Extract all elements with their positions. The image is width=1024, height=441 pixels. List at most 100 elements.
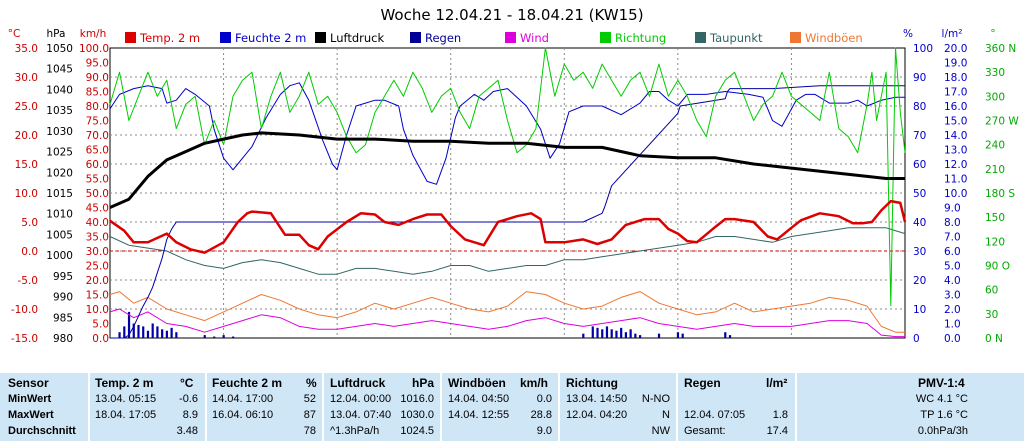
stat-avg-druck-val: 1024.5 [400, 425, 434, 437]
tick-label: -10.0 [11, 304, 38, 316]
stat-max-richtung-val: N [662, 409, 670, 421]
series-line-taupunkt [109, 227, 906, 275]
axis-unit: hPa [47, 28, 66, 40]
rain-bar [170, 327, 173, 338]
rain-bar [615, 330, 618, 338]
tick-label: 70 [913, 130, 926, 142]
tick-label: -15.0 [11, 333, 38, 345]
stat-max-pmv: TP 1.6 °C [920, 409, 968, 421]
stat-min-druck-time: 12.04. 00:00 [330, 393, 392, 405]
tick-label: 270 W [985, 116, 1019, 128]
stat-min-boeen-val: 0.0 [536, 393, 552, 405]
stat-min-feuchte-time: 14.04. 17:00 [212, 393, 274, 405]
tick-label: 12.0 [944, 159, 967, 171]
header-druck-unit: hPa [412, 376, 435, 390]
tick-label: 65.0 [86, 145, 109, 157]
tick-label: 1020 [46, 167, 73, 179]
tick-label: 90 [913, 72, 926, 84]
statistics-table: Sensor Temp. 2 m °C Feuchte 2 m % Luftdr… [0, 373, 1024, 441]
header-temp: Temp. 2 m [95, 376, 154, 390]
stat-max-regen-time: 12.04. 07:05 [684, 409, 746, 421]
stat-min-temp-time: 13.04. 05:15 [95, 393, 157, 405]
rain-bar [639, 335, 642, 338]
tick-label: 240 [985, 140, 1005, 152]
stat-max-druck-val: 1030.0 [400, 409, 434, 421]
rain-bar [624, 332, 628, 338]
stat-min-label: MinWert [8, 393, 52, 405]
tick-label: 1015 [46, 188, 73, 200]
rain-bar [634, 333, 637, 338]
stat-min-feuchte-val: 52 [303, 393, 316, 405]
rain-bar [151, 323, 154, 338]
tick-label: 1045 [46, 64, 73, 76]
legend: Temp. 2 m Feuchte 2 m Luftdruck Regen Wind Ri… [125, 31, 863, 45]
tick-label: 25.0 [15, 101, 38, 113]
tick-label: 18.0 [944, 72, 967, 84]
header-regen: Regen [684, 376, 721, 390]
tick-label: 100 [913, 43, 933, 55]
header-regen-unit: l/m² [766, 376, 788, 390]
stat-avg-temp-val: 3.48 [176, 425, 198, 437]
stat-min-druck-val: 1016.0 [400, 393, 434, 405]
legend-swatch [695, 32, 706, 43]
tick-label: 4.0 [944, 275, 961, 287]
rain-bar [620, 327, 623, 338]
tick-label: 30 [985, 309, 998, 321]
stat-max-regen-val: 1.8 [772, 409, 788, 421]
tick-label: 300 [985, 91, 1005, 103]
rain-bar [601, 329, 604, 338]
series-line-regen [110, 85, 905, 339]
legend-swatch [315, 32, 326, 43]
tick-label: 35.0 [15, 43, 38, 55]
legend-label: Regen [425, 31, 461, 45]
legend-label: Feuchte 2 m [235, 31, 306, 45]
rain-bar [142, 326, 145, 338]
tick-label: 0 N [985, 333, 1003, 345]
stat-min-boeen-time: 14.04. 04:50 [448, 393, 510, 405]
tick-label: 75.0 [86, 116, 109, 128]
rain-bar [127, 311, 131, 338]
tick-label: 5.0 [944, 261, 961, 273]
rain-bar [203, 335, 206, 338]
tick-label: 985 [53, 312, 73, 324]
rain-bar [629, 329, 632, 338]
tick-label: 10.0 [15, 188, 38, 200]
tick-label: 1025 [46, 147, 73, 159]
tick-label: 19.0 [944, 58, 967, 70]
tick-label: 10.0 [944, 188, 967, 200]
stat-avg-richtung-val: NW [651, 425, 670, 437]
tick-label: 0.0 [21, 246, 38, 258]
tick-label: 45.0 [86, 203, 109, 215]
legend-label: Windböen [805, 31, 863, 45]
axis-unit: ° [990, 28, 995, 40]
chart-title: Woche 12.04.21 - 18.04.21 (KW15) [380, 6, 643, 24]
rain-bar [232, 336, 235, 338]
axis-unit: km/h [80, 28, 107, 40]
tick-label: 990 [53, 292, 73, 304]
legend-label: Richtung [615, 31, 666, 45]
header-feuchte: Feuchte 2 m [212, 376, 283, 390]
tick-label: 0 [913, 333, 920, 345]
header-boeen: Windböen [448, 376, 506, 390]
rain-bar [132, 323, 135, 338]
rain-bar [657, 333, 661, 338]
stat-avg-label: Durchschnitt [8, 425, 76, 437]
tick-label: 11.0 [944, 174, 967, 186]
tick-label: 15.0 [944, 116, 967, 128]
axis-unit: % [903, 28, 913, 40]
header-feuchte-unit: % [306, 376, 317, 390]
header-sensor: Sensor [8, 376, 49, 390]
tick-label: 40.0 [86, 217, 109, 229]
rain-bar [728, 335, 732, 338]
tick-label: 330 [985, 67, 1005, 79]
tick-label: 55.0 [86, 174, 109, 186]
tick-label: 100.0 [79, 43, 109, 55]
rain-bars [118, 311, 732, 338]
tick-label: 20.0 [86, 275, 109, 287]
tick-label: 1.0 [944, 319, 961, 331]
tick-label: 1030 [46, 126, 73, 138]
axes: 35.0 30.0 25.0 20.0 15.0 10.0 5.0 0.0 -5.0 -10.0 -… [8, 28, 1020, 345]
series-line-wind [109, 308, 905, 338]
stat-max-richtung-time: 12.04. 04:20 [566, 409, 628, 421]
tick-label: 150 [985, 212, 1005, 224]
